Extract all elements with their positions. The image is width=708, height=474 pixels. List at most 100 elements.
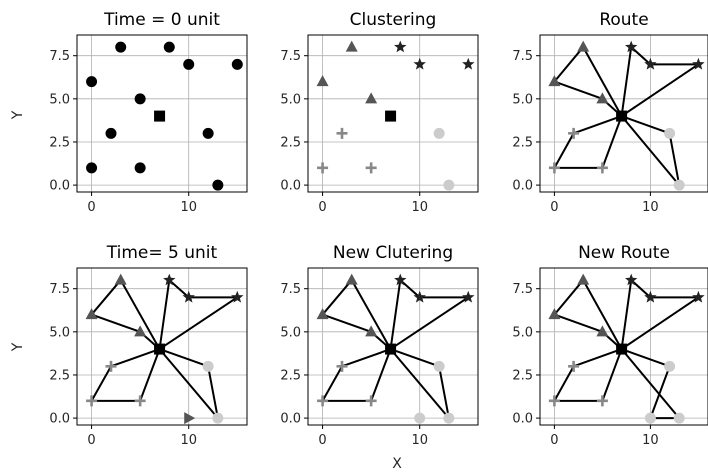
data-point — [134, 395, 146, 407]
panel-title: Route — [599, 10, 648, 30]
panel-title: New Route — [578, 243, 670, 263]
x-tick-label: 10 — [642, 433, 659, 448]
data-point — [596, 162, 608, 174]
y-tick-label: 7.5 — [512, 282, 533, 297]
y-tick-label: 2.5 — [49, 135, 70, 150]
axes-frame — [76, 34, 248, 193]
x-tick-label: 0 — [550, 200, 558, 215]
panel-title: Time = 0 unit — [103, 10, 220, 30]
x-axis-label: X — [392, 456, 402, 472]
data-point — [231, 58, 243, 70]
y-tick-label: 0.0 — [49, 179, 70, 194]
x-tick-label: 10 — [411, 200, 428, 215]
data-point — [548, 75, 561, 87]
data-point — [316, 308, 329, 320]
data-point — [183, 58, 195, 70]
y-tick-label: 2.5 — [280, 368, 301, 383]
data-point — [673, 412, 685, 424]
depot-point — [616, 110, 628, 122]
data-point — [163, 273, 176, 286]
data-point — [664, 127, 676, 139]
data-point — [231, 290, 244, 303]
route-line — [620, 279, 700, 350]
data-point — [394, 273, 407, 286]
y-tick-label: 5.0 — [49, 325, 70, 340]
data-point — [644, 57, 657, 70]
y-tick-label: 7.5 — [280, 49, 301, 64]
depot-point — [385, 110, 397, 122]
data-point — [86, 76, 98, 88]
y-tick-label: 0.0 — [280, 179, 301, 194]
data-point — [596, 92, 609, 104]
data-point — [212, 412, 224, 424]
x-tick-label: 0 — [87, 200, 95, 215]
data-point — [673, 179, 685, 191]
axes-frame — [76, 267, 248, 426]
y-tick-label: 7.5 — [512, 49, 533, 64]
y-tick-label: 0.0 — [49, 412, 70, 427]
data-point — [182, 290, 195, 303]
panel-title: Clustering — [350, 10, 437, 30]
data-point — [365, 92, 378, 104]
data-point — [443, 179, 455, 191]
axes-frame — [307, 34, 479, 193]
y-tick-label: 5.0 — [49, 92, 70, 107]
y-tick-label: 2.5 — [512, 135, 533, 150]
data-point — [86, 395, 98, 407]
y-axis-label-bottom-row: Y — [10, 342, 26, 352]
data-point — [413, 290, 426, 303]
route-line — [389, 279, 470, 350]
route-line — [620, 115, 681, 187]
route-line — [553, 279, 623, 350]
data-point — [163, 41, 175, 53]
data-point — [596, 395, 608, 407]
y-tick-label: 2.5 — [512, 368, 533, 383]
y-tick-label: 5.0 — [512, 92, 533, 107]
x-tick-label: 10 — [642, 200, 659, 215]
depot-point — [154, 343, 166, 355]
y-tick-label: 5.0 — [512, 325, 533, 340]
data-point — [105, 360, 117, 372]
data-point — [644, 290, 657, 303]
data-point — [625, 40, 638, 53]
data-point — [134, 93, 146, 105]
depot-point — [616, 343, 628, 355]
data-point — [316, 75, 329, 87]
data-point — [433, 127, 445, 139]
y-tick-label: 2.5 — [49, 368, 70, 383]
y-tick-label: 7.5 — [280, 282, 301, 297]
data-point — [644, 412, 656, 424]
y-tick-label: 7.5 — [49, 49, 70, 64]
depot-point — [385, 343, 397, 355]
y-tick-label: 7.5 — [49, 282, 70, 297]
data-point — [462, 57, 475, 70]
panel-3: 0 10 0.0 2.5 5.0 7.5 Route — [512, 10, 708, 215]
data-point — [365, 162, 377, 174]
y-tick-label: 0.0 — [280, 412, 301, 427]
route-line — [321, 279, 392, 350]
panel-5: 0 10 0.0 2.5 5.0 7.5 New Clutering — [280, 243, 479, 448]
y-axis-label: Y — [10, 110, 26, 120]
x-tick-label: 0 — [550, 433, 558, 448]
route-line — [553, 46, 623, 117]
data-point — [548, 395, 560, 407]
x-tick-label: 10 — [411, 433, 428, 448]
panel-title: Time= 5 unit — [106, 243, 218, 263]
data-point — [692, 57, 705, 70]
route-line — [158, 279, 239, 350]
x-tick-label: 10 — [180, 200, 197, 215]
panel-2: 0 10 0.0 2.5 5.0 7.5 Clustering — [280, 10, 479, 215]
depot-point — [154, 110, 166, 122]
data-point — [202, 127, 214, 139]
x-tick-label: 0 — [87, 433, 95, 448]
panel-1: 0 10 0.0 2.5 5.0 7.5 Time = 0 unit — [49, 10, 248, 215]
data-point — [115, 41, 127, 53]
data-point — [336, 360, 348, 372]
y-tick-label: 0.0 — [512, 179, 533, 194]
data-point — [568, 360, 580, 372]
data-point — [365, 395, 377, 407]
data-point — [413, 57, 426, 70]
panel-6: 0 10 0.0 2.5 5.0 7.5 New Route — [512, 243, 708, 448]
data-point — [134, 325, 147, 337]
